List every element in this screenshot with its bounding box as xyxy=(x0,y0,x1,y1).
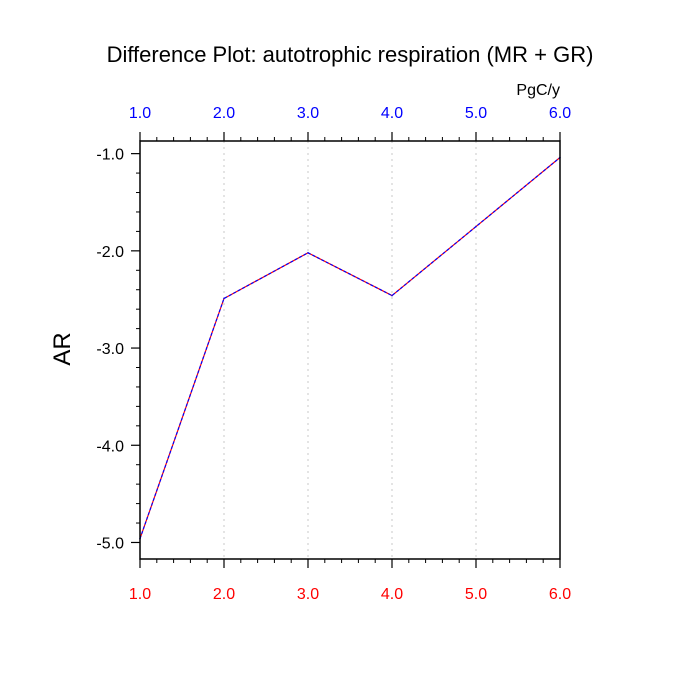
label-layer: -5.0 -4.0 -3.0 -2.0 -1.0 1.0 1.0 2.0 2.0 3.0 3.0 4.… xyxy=(96,105,571,603)
x-tick-label-top-2: 3.0 xyxy=(297,105,319,122)
y-tick-label-0: -5.0 xyxy=(96,535,124,552)
x-tick-label-bottom-2: 3.0 xyxy=(297,586,319,603)
x-tick-label-bottom-1: 2.0 xyxy=(213,586,235,603)
x-tick-label-bottom-3: 4.0 xyxy=(381,586,403,603)
x-tick-label-top-1: 2.0 xyxy=(213,105,235,122)
x-tick-label-bottom-0: 1.0 xyxy=(129,586,151,603)
plot-frame xyxy=(139,140,561,560)
x-tick-label-bottom-4: 5.0 xyxy=(465,586,487,603)
x-tick-label-top-5: 6.0 xyxy=(549,105,571,122)
y-tick-label-1: -4.0 xyxy=(96,438,124,455)
x-tick-label-top-0: 1.0 xyxy=(129,105,151,122)
data-point-0-3 xyxy=(391,294,393,297)
x-tick-label-top-3: 4.0 xyxy=(381,105,403,122)
y-tick-label-4: -1.0 xyxy=(96,147,124,164)
data-point-0-2 xyxy=(307,251,309,254)
chart-title: Difference Plot: autotrophic respiration… xyxy=(107,42,594,67)
line-layer xyxy=(139,156,561,540)
units-label: PgC/y xyxy=(516,82,560,99)
y-tick-label-3: -2.0 xyxy=(96,244,124,261)
x-tick-label-top-4: 5.0 xyxy=(465,105,487,122)
y-axis-label: AR xyxy=(49,332,76,365)
data-point-0-1 xyxy=(223,297,225,300)
series-line-0-base xyxy=(139,157,561,539)
tick-layer xyxy=(131,132,561,568)
y-tick-label-2: -3.0 xyxy=(96,341,124,358)
x-tick-label-bottom-5: 6.0 xyxy=(549,586,571,603)
series-line-0-dash xyxy=(139,157,561,539)
data-point-0-4 xyxy=(475,225,477,228)
grid-layer xyxy=(223,141,477,559)
